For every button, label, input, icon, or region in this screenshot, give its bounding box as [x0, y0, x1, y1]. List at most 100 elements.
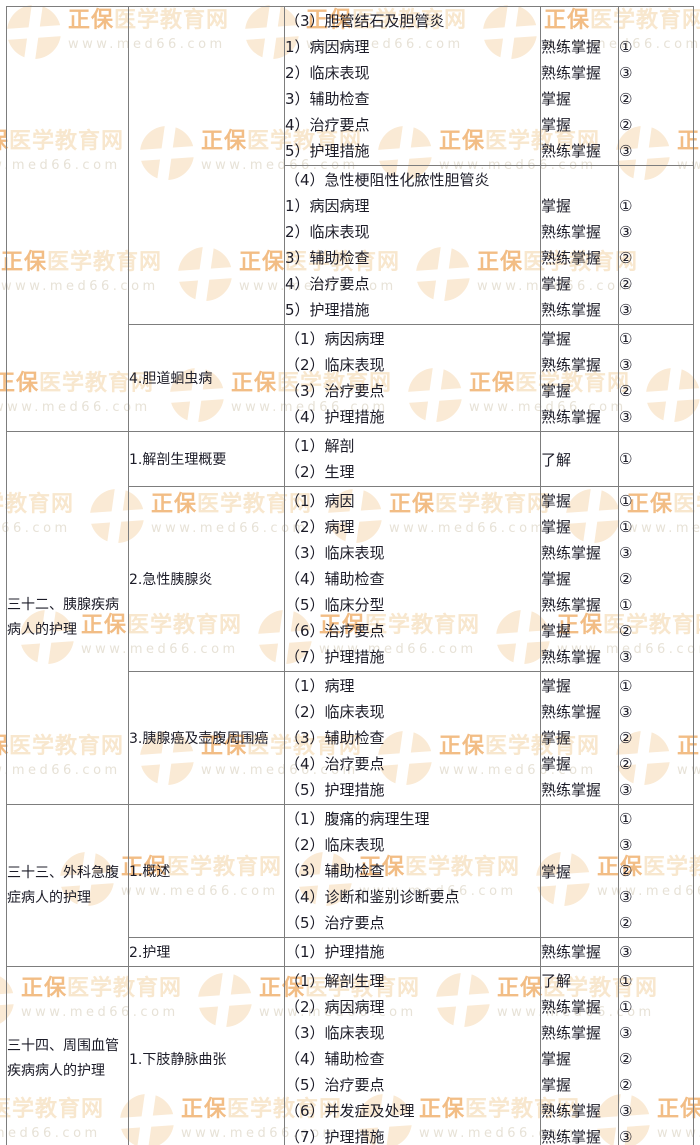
grade-line: ③	[619, 781, 633, 799]
grade-line: ②	[619, 570, 633, 588]
mastery-line: 熟练掌握	[541, 1102, 602, 1120]
mastery-cell: 熟练掌握	[540, 937, 619, 967]
section-cell: 1.解剖生理概要	[128, 431, 285, 487]
mastery-line: 掌握	[541, 330, 572, 348]
item-line: 2）临床表现	[285, 64, 370, 82]
item-line: （5）临床分型	[285, 596, 385, 614]
mastery-cell: 掌握 掌握 熟练掌握 掌握 熟练掌握 掌握 熟练掌握	[540, 486, 619, 672]
grade-cell: ① ③ ② ③ ②	[618, 804, 694, 938]
item-line: （7）护理措施	[285, 1128, 385, 1145]
grade-line: ①	[619, 197, 633, 215]
grade-line: ③	[619, 1102, 633, 1120]
grade-line: ②	[619, 1076, 633, 1094]
item-line: （3）治疗要点	[285, 382, 385, 400]
grade-line: ③	[619, 888, 633, 906]
item-line: （1）病理	[285, 677, 355, 695]
item-line: 3）辅助检查	[285, 90, 370, 108]
grade-cell: ① ③ ② ② ③	[618, 6, 694, 166]
section-cell: 2.急性胰腺炎	[128, 486, 285, 672]
mastery-line: 掌握	[541, 492, 572, 510]
grade-line: ①	[619, 596, 633, 614]
item-line: 4）治疗要点	[285, 275, 370, 293]
item-line: （1）腹痛的病理生理	[285, 810, 430, 828]
grade-line: ②	[619, 729, 633, 747]
mastery-line: 熟练掌握	[541, 223, 602, 241]
item-line: （1）病因	[285, 492, 355, 510]
grade-cell: ③	[618, 937, 694, 967]
mastery-line: 熟练掌握	[541, 38, 602, 56]
grade-line: ①	[619, 972, 633, 990]
items-cell: （1）解剖生理 （2）病因病理 （3）临床表现 （4）辅助检查 （5）治疗要点 （6）并发…	[284, 966, 541, 1145]
items-cell: （3）胆管结石及胆管炎 1）病因病理 2）临床表现 3）辅助检查 4）治疗要点 5）护理措…	[284, 6, 541, 166]
mastery-line: 掌握	[541, 197, 572, 215]
grade-line: ③	[619, 544, 633, 562]
grade-line: ②	[619, 914, 633, 932]
grade-line: ③	[619, 142, 633, 160]
grade-line: ①	[619, 518, 633, 536]
grade-cell: ①	[618, 431, 694, 487]
table-row: 三十三、外科急腹症病人的护理 1.概述 （1）腹痛的病理生理 （2）临床表现 （3）辅助…	[6, 804, 694, 967]
section-cell: 1.概述	[128, 804, 285, 938]
table-row: （4）急性梗阻性化脓性胆管炎 1）病因病理 2）临床表现 3）辅助检查 4）治疗要点 5）…	[7, 165, 694, 325]
item-line: （3）辅助检查	[285, 862, 385, 880]
item-line: 3）辅助检查	[285, 249, 370, 267]
grade-line: ②	[619, 755, 633, 773]
grade-line: ③	[619, 1128, 633, 1145]
grade-line: ①	[619, 677, 633, 695]
item-line: 1）病因病理	[285, 197, 370, 215]
syllabus-table-body: （3）胆管结石及胆管炎 1）病因病理 2）临床表现 3）辅助检查 4）治疗要点 5）护理措…	[6, 6, 694, 1145]
grade-line: ②	[619, 382, 633, 400]
item-line: 5）护理措施	[285, 142, 370, 160]
item-line: 1）病因病理	[285, 38, 370, 56]
mastery-line: 熟练掌握	[541, 408, 602, 426]
grade-line: ③	[619, 408, 633, 426]
items-cell: （1）病因病理 （2）临床表现 （3）治疗要点 （4）护理措施	[284, 324, 541, 432]
grade-line: ①	[619, 810, 633, 828]
grade-line: ③	[619, 64, 633, 82]
chapter-cell	[6, 6, 129, 432]
grade-line: ②	[619, 90, 633, 108]
section-cell: 2.护理	[128, 937, 285, 967]
mastery-line: 熟练掌握	[541, 596, 602, 614]
section-cell: 4.胆道蛔虫病	[128, 324, 285, 432]
items-cell: （4）急性梗阻性化脓性胆管炎 1）病因病理 2）临床表现 3）辅助检查 4）治疗要点 5）…	[284, 165, 541, 325]
mastery-line: 熟练掌握	[541, 142, 602, 160]
grade-cell: ① ① ③ ② ① ② ③	[618, 486, 694, 672]
item-line: （2）病理	[285, 518, 355, 536]
grade-cell: ① ③ ② ② ③	[618, 165, 694, 325]
item-line: （5）护理措施	[285, 781, 385, 799]
mastery-line: 掌握	[541, 116, 572, 134]
grade-line: ③	[619, 943, 633, 961]
mastery-line: 了解	[541, 972, 572, 990]
mastery-line: 掌握	[541, 1076, 572, 1094]
item-line: （3）临床表现	[285, 544, 385, 562]
item-line: （3）辅助检查	[285, 729, 385, 747]
mastery-line: 掌握	[541, 622, 572, 640]
item-line: （1）病因病理	[285, 330, 385, 348]
items-cell: （1）病理 （2）临床表现 （3）辅助检查 （4）治疗要点 （5）护理措施	[284, 671, 541, 805]
item-line: （5）治疗要点	[285, 914, 385, 932]
grade-line: ①	[619, 330, 633, 348]
grade-line	[619, 167, 693, 193]
mastery-line: 掌握	[541, 90, 572, 108]
table-row: 三十四、周围血管疾病病人的护理 1.下肢静脉曲张 （1）解剖生理 （2）病因病理 （3）…	[6, 966, 694, 1145]
item-line: （2）生理	[285, 463, 355, 481]
chapter-cell: 三十二、胰腺疾病病人的护理	[6, 431, 129, 805]
grade-line: ③	[619, 836, 633, 854]
grade-line: ③	[619, 1024, 633, 1042]
mastery-line: 掌握	[541, 518, 572, 536]
grade-cell: ① ① ③ ② ② ③ ③	[618, 966, 694, 1145]
item-line: （1）解剖生理	[285, 972, 385, 990]
item-line: 5）护理措施	[285, 301, 370, 319]
grade-line: ②	[619, 249, 633, 267]
grade-line: ②	[619, 275, 633, 293]
mastery-cell: 熟练掌握 熟练掌握 掌握 掌握 熟练掌握	[540, 6, 619, 166]
item-line: 4）治疗要点	[285, 116, 370, 134]
grade-line: ②	[619, 116, 633, 134]
grade-line: ①	[619, 38, 633, 56]
table-row: 三十二、胰腺疾病病人的护理 1.解剖生理概要 （1）解剖 （2）生理 了解 ①	[6, 431, 694, 805]
mastery-cell: 掌握 熟练掌握 掌握 熟练掌握	[540, 324, 619, 432]
mastery-value: 掌握	[541, 862, 572, 881]
section-cell: 3.胰腺癌及壶腹周围癌	[128, 671, 285, 805]
grade-line: ①	[619, 492, 633, 510]
